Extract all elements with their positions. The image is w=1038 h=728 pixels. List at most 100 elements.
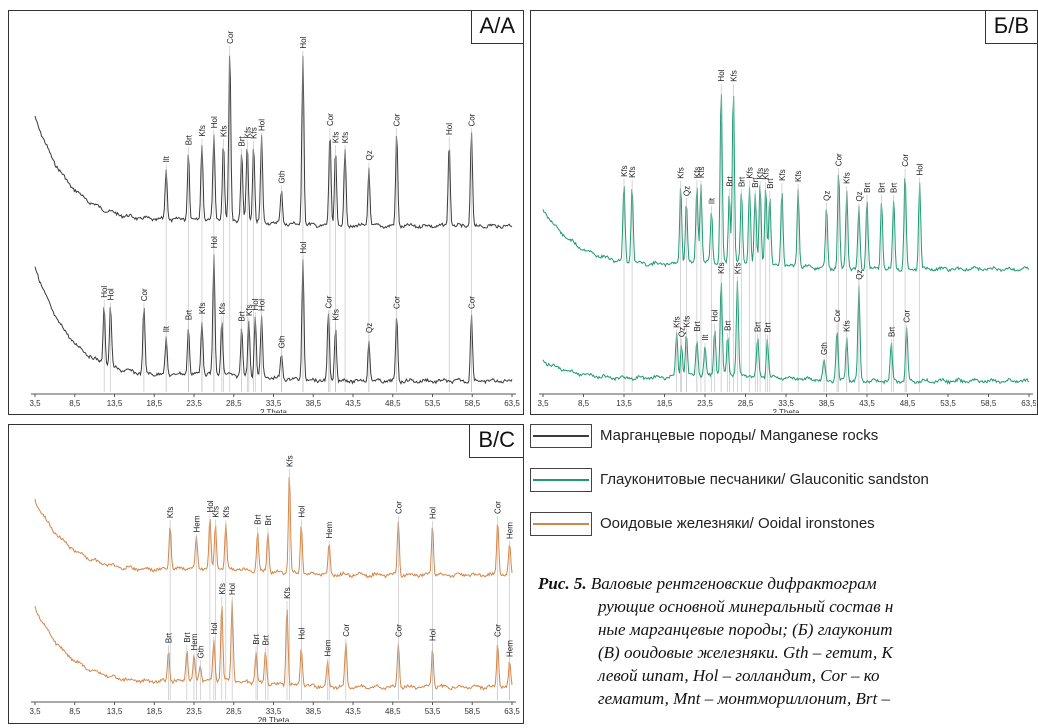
peak-label: Kfs [843, 320, 852, 332]
peak-label: Qz [365, 323, 374, 333]
peak-label: Cor [394, 624, 403, 637]
x-tick-label: 53,5 [425, 399, 441, 408]
peak-label: Hol [206, 500, 215, 512]
peak-label: Kfs [794, 170, 803, 182]
x-tick-label: 33,5 [778, 399, 794, 408]
panel-c-chart: 3,5 8,5 13,5 18,5 23,5 28,5 33,5 38,5 43,5 48,5 53… [29, 455, 520, 722]
peak-label: Hem [506, 522, 515, 539]
peak-label: Brt [693, 321, 702, 332]
x-tick-label: 18,5 [657, 399, 673, 408]
caption-line-3: ные марганцевые породы; (Б) глауконит [598, 620, 893, 639]
lower-diffractogram-line [542, 280, 1030, 385]
peak-label: Kfs [285, 455, 294, 467]
peak-label: Ilt [162, 325, 171, 332]
peak-label: Kfs [198, 125, 207, 137]
x-tick-label: 38,5 [305, 399, 321, 408]
peak-label: Qz [682, 186, 691, 196]
peak-label: Hol [258, 299, 267, 311]
peak-label: Qz [365, 150, 374, 160]
peak-label: Kfs [746, 167, 755, 179]
peak-label: Cor [903, 310, 912, 323]
x-tick-label: 23,5 [186, 399, 202, 408]
peak-label: Hol [299, 36, 308, 48]
x-tick-label: 8,5 [69, 707, 81, 716]
peak-label: Cor [494, 501, 503, 514]
x-tick-label: 53,5 [425, 707, 441, 716]
legend-swatch-ooidal [530, 512, 592, 536]
legend-line-ooidal [533, 523, 589, 525]
peak-label: Qz [855, 270, 864, 280]
x-tick-label: 58,5 [464, 399, 480, 408]
caption-text-1: Валовые рентгеновские дифрактограм [590, 574, 877, 593]
x-tick-label: 28,5 [226, 707, 242, 716]
figure-caption: Рис. 5. Валовые рентгеновские дифрактогр… [538, 572, 1038, 710]
x-tick-label: 23,5 [186, 707, 202, 716]
peak-label: Brt [184, 309, 193, 320]
x-tick-label: 38,5 [305, 707, 321, 716]
peak-label: Brt [254, 514, 263, 525]
peak-label: Kfs [717, 262, 726, 274]
legend-swatch-glauconitic [530, 468, 592, 492]
upper-diffractogram-line [542, 94, 1030, 273]
x-tick-label: 38,5 [819, 399, 835, 408]
peak-label: Kfs [628, 166, 637, 178]
legend-line-manganese [533, 435, 589, 437]
peak-label: Qz [678, 327, 687, 337]
peak-label: Brt [737, 176, 746, 187]
legend-line-glauconitic [533, 479, 589, 481]
x-tick-label: 63,5 [1021, 399, 1036, 408]
peak-label: Brt [763, 322, 772, 333]
peak-label: Gth [196, 646, 205, 659]
peak-label: Kfs [778, 169, 787, 181]
x-tick-label: 33,5 [266, 707, 282, 716]
peak-label: Ilt [701, 334, 710, 341]
legend-item-manganese: Марганцевые породы/ Manganese rocks [530, 424, 1038, 450]
peak-label: Cor [326, 113, 335, 126]
peak-label: Qz [823, 191, 832, 201]
peak-label: Cor [393, 113, 402, 126]
lower-diffractogram-line [34, 600, 513, 691]
panel-c: 3,5 8,5 13,5 18,5 23,5 28,5 33,5 38,5 43,5 48,5 53… [8, 424, 524, 724]
peak-label: Brt [878, 182, 887, 193]
panel-b: 3,5 8,5 13,5 18,5 23,5 28,5 33,5 38,5 43,5 48,5 53… [530, 10, 1038, 415]
peak-label: Hol [711, 309, 720, 321]
x-tick-label: 13,5 [616, 399, 632, 408]
caption-fig-number: Рис. 5. [538, 574, 587, 593]
x-tick-label: 28,5 [738, 399, 754, 408]
peak-label: Kfs [218, 303, 227, 315]
peak-label: Brt [183, 632, 192, 643]
panel-a-tag: А/А [470, 10, 524, 44]
peak-label: Hem [324, 639, 333, 656]
panel-b-chart: 3,5 8,5 13,5 18,5 23,5 28,5 33,5 38,5 43,5 48,5 53… [537, 69, 1036, 413]
x-tick-label: 63,5 [504, 707, 520, 716]
x-axis-label: 2θ Theta [258, 716, 290, 722]
panel-a: 3,5 8,5 13,5 18,5 23,5 28,5 33,5 38,5 43,5 48,5 53… [8, 10, 524, 415]
x-tick-label: 8,5 [69, 399, 81, 408]
peak-label: Kfs [243, 127, 252, 139]
peak-label: Hol [445, 123, 454, 135]
x-tick-label: 48,5 [385, 707, 401, 716]
peak-label: Hem [325, 521, 334, 538]
x-tick-label: 3,5 [29, 399, 41, 408]
peak-label: Cor [226, 31, 235, 44]
legend-label-glauconitic: Глауконитовые песчаники/ Glauconitic san… [600, 471, 929, 488]
peak-label: Brt [184, 134, 193, 145]
peak-label: Hol [228, 583, 237, 595]
x-tick-label: 13,5 [107, 707, 123, 716]
x-tick-label: 18,5 [146, 707, 162, 716]
peak-label: Ilt [707, 197, 716, 204]
x-tick-label: 63,5 [504, 399, 520, 408]
x-tick-label: 13,5 [107, 399, 123, 408]
peak-label: Hol [210, 622, 219, 634]
peak-label: Brt [863, 182, 872, 193]
x-tick-label: 53,5 [940, 399, 956, 408]
peak-label: Cor [342, 624, 351, 637]
peak-label: Hol [717, 69, 726, 81]
peak-label: Kfs [219, 125, 228, 137]
peak-label: Cor [393, 296, 402, 309]
x-tick-label: 58,5 [464, 707, 480, 716]
peak-label: Kfs [332, 132, 341, 144]
peak-label: Kfs [332, 309, 341, 321]
peak-label: Gth [277, 171, 286, 184]
peak-label: Brt [724, 320, 733, 331]
